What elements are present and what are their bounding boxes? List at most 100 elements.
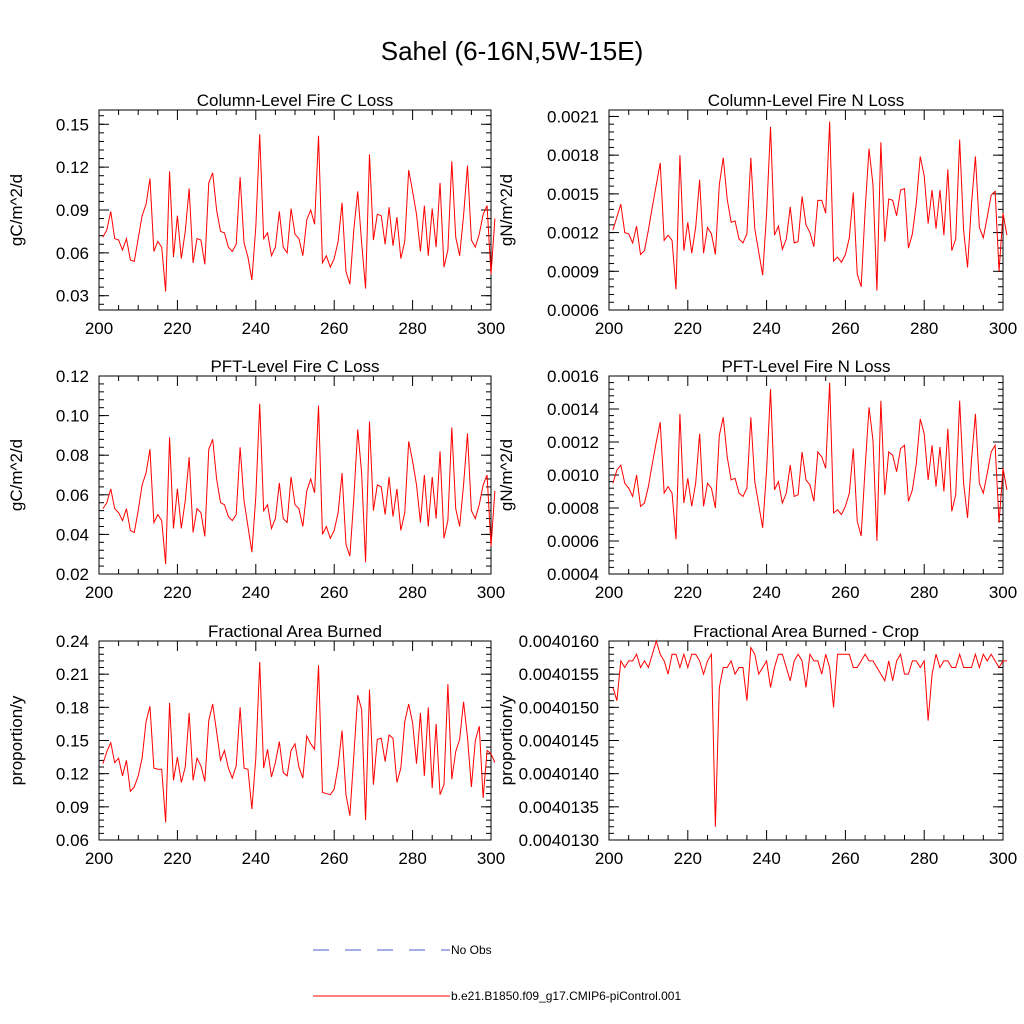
x-tick-label: 300: [477, 319, 505, 338]
x-tick-label: 280: [910, 583, 938, 602]
y-axis-label: proportion/y: [7, 695, 26, 785]
plot-frame: [608, 109, 1004, 311]
y-tick-label: 0.06: [56, 486, 89, 505]
y-tick-label: 0.18: [56, 698, 89, 717]
plot-frame: [608, 375, 1004, 575]
x-tick-label: 260: [831, 583, 859, 602]
x-tick-label: 280: [910, 319, 938, 338]
y-tick-label: 0.24: [56, 632, 89, 651]
y-tick-label: 0.0006: [547, 532, 599, 551]
y-tick-label: 0.15: [56, 732, 89, 751]
x-tick-label: 260: [831, 319, 859, 338]
x-tick-label: 220: [163, 849, 191, 868]
y-tick-label: 0.0021: [547, 107, 599, 126]
panel-pft-fire-c-loss: 200 220 240 260 280 300 0.02 0.04 0.06 0.08 0.10 0.…: [7, 357, 505, 602]
x-tick-label: 300: [477, 849, 505, 868]
y-tick-label: 0.03: [56, 287, 89, 306]
panel-fractional-area-burned: 200 220 240 260 280 300 0.06 0.09 0.12 0.15 0.18 0.…: [7, 622, 505, 868]
x-tick-label: 220: [674, 319, 702, 338]
x-tick-label: 260: [320, 849, 348, 868]
y-tick-label: 0.08: [56, 446, 89, 465]
x-tick-label: 200: [595, 583, 623, 602]
y-tick-label: 0.0040130: [519, 831, 599, 850]
x-tick-label: 300: [989, 319, 1017, 338]
main-title: Sahel (6-16N,5W-15E): [380, 36, 644, 66]
x-tick-label: 220: [163, 319, 191, 338]
y-axis-label: gN/m^2/d: [497, 174, 516, 246]
y-tick-label: 0.0009: [547, 262, 599, 281]
y-tick-label: 0.0040160: [519, 632, 599, 651]
x-tick-label: 200: [85, 319, 113, 338]
series-line: [612, 639, 1007, 827]
y-tick-label: 0.12: [56, 158, 89, 177]
panel-title: Column-Level Fire C Loss: [197, 91, 394, 110]
x-tick-label: 240: [242, 849, 270, 868]
x-tick-label: 240: [752, 319, 780, 338]
x-tick-label: 240: [752, 849, 780, 868]
legend-obs-label: No Obs: [451, 943, 492, 957]
x-tick-label: 240: [242, 583, 270, 602]
series-line: [612, 382, 1008, 542]
y-tick-label: 0.0040135: [519, 798, 599, 817]
y-tick-label: 0.0014: [547, 400, 599, 419]
y-tick-label: 0.0012: [547, 224, 599, 243]
y-tick-label: 0.0040145: [519, 732, 599, 751]
x-tick-label: 280: [910, 849, 938, 868]
series-line: [102, 661, 496, 823]
panel-column-fire-n-loss: 200 220 240 260 280 300 0.0006 0.0009 0.0012 0.00…: [497, 91, 1017, 338]
y-tick-label: 0.0006: [547, 301, 599, 320]
y-tick-label: 0.12: [56, 367, 89, 386]
plot-frame: [608, 640, 1004, 841]
y-tick-label: 0.0018: [547, 146, 599, 165]
panel-pft-fire-n-loss: 200 220 240 260 280 300 0.0004 0.0006 0.0008 0.00…: [497, 357, 1017, 602]
y-tick-label: 0.0040140: [519, 765, 599, 784]
y-tick-label: 0.02: [56, 565, 89, 584]
y-tick-label: 0.15: [56, 115, 89, 134]
x-tick-label: 280: [398, 583, 426, 602]
x-tick-label: 260: [320, 319, 348, 338]
plot-frame: [98, 375, 492, 575]
x-tick-label: 240: [242, 319, 270, 338]
panel-column-fire-c-loss: 200 220 240 260 280 300 0.03 0.06 0.09 0.12 0.15 Co…: [7, 91, 505, 338]
y-tick-label: 0.0040150: [519, 698, 599, 717]
x-tick-label: 220: [163, 583, 191, 602]
panel-title: Fractional Area Burned - Crop: [693, 622, 919, 641]
plots-canvas: 200 220 240 260 280 300 0.03 0.06 0.09 0.12 0.15 Co…: [7, 91, 1017, 868]
y-axis-label: gC/m^2/d: [7, 174, 26, 246]
y-axis-label: gN/m^2/d: [497, 439, 516, 511]
x-tick-label: 200: [595, 319, 623, 338]
panel-title: Fractional Area Burned: [208, 622, 382, 641]
x-tick-label: 280: [398, 319, 426, 338]
panel-title: PFT-Level Fire C Loss: [210, 357, 379, 376]
y-tick-label: 0.10: [56, 407, 89, 426]
x-tick-label: 200: [595, 849, 623, 868]
x-tick-label: 220: [674, 583, 702, 602]
y-tick-label: 0.0015: [547, 185, 599, 204]
legend-model-label: b.e21.B1850.f09_g17.CMIP6-piControl.001: [451, 989, 681, 1003]
y-tick-label: 0.0012: [547, 433, 599, 452]
x-tick-label: 200: [85, 849, 113, 868]
y-tick-label: 0.06: [56, 244, 89, 263]
x-tick-label: 260: [320, 583, 348, 602]
x-tick-label: 200: [85, 583, 113, 602]
x-tick-label: 300: [477, 583, 505, 602]
y-tick-label: 0.09: [56, 798, 89, 817]
y-tick-label: 0.12: [56, 765, 89, 784]
series-line: [102, 403, 496, 565]
y-tick-label: 0.0010: [547, 466, 599, 485]
series-line: [612, 121, 1008, 291]
panel-title: Column-Level Fire N Loss: [708, 91, 905, 110]
plot-frame: [98, 640, 492, 841]
y-tick-label: 0.04: [56, 525, 89, 544]
y-tick-label: 0.0016: [547, 367, 599, 386]
x-tick-label: 300: [989, 849, 1017, 868]
panel-fractional-area-burned-crop: 200 220 240 260 280 300 0.0040130 0.0040135 0.00…: [497, 622, 1017, 868]
panel-title: PFT-Level Fire N Loss: [721, 357, 890, 376]
y-tick-label: 0.06: [56, 831, 89, 850]
x-tick-label: 280: [398, 849, 426, 868]
y-tick-label: 0.09: [56, 201, 89, 220]
x-tick-label: 260: [831, 849, 859, 868]
x-tick-label: 300: [989, 583, 1017, 602]
y-axis-label: gC/m^2/d: [7, 439, 26, 511]
x-tick-label: 240: [752, 583, 780, 602]
